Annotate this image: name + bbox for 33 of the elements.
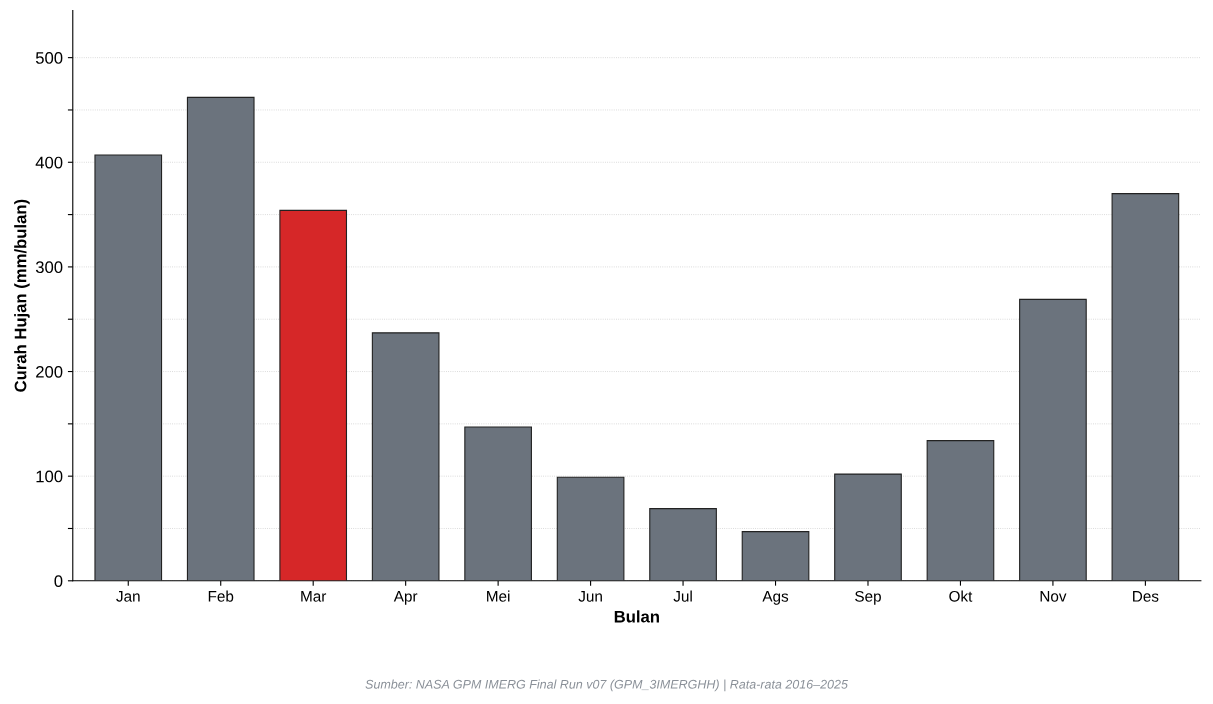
x-tick-label: Mei <box>487 590 510 602</box>
x-tick-label: Jun <box>578 591 602 602</box>
bar <box>94 154 163 581</box>
y-tick-label: 500 <box>35 52 63 64</box>
x-tick-label: Ags <box>762 591 789 605</box>
y-tick-label: 400 <box>35 156 63 169</box>
x-tick-label: Okt <box>949 590 973 602</box>
bar <box>834 473 902 581</box>
bar <box>464 426 532 581</box>
bar <box>1019 298 1087 581</box>
bar <box>556 476 625 581</box>
y-axis-title: Curah Hujan (mm/bulan) <box>14 199 30 392</box>
x-tick-label: Nov <box>1040 591 1067 602</box>
bar <box>186 96 255 581</box>
x-tick-label: Jan <box>116 591 140 602</box>
y-tick-label: 200 <box>36 365 63 378</box>
bar <box>741 531 810 581</box>
bar <box>926 440 995 581</box>
x-tick-label: Mar <box>301 591 327 602</box>
bar <box>649 508 717 581</box>
text: Sumber: NASA GPM IMERG Final Run v07 (GPM_3IMERGHH) | Rata-rata 2016–2025 <box>365 679 848 692</box>
bar <box>279 209 348 581</box>
bar <box>371 332 440 581</box>
x-tick-label: Sep <box>855 590 881 605</box>
y-tick-label: 100 <box>36 470 63 483</box>
x-tick-label: Feb <box>208 590 234 602</box>
x-axis-title: Bulan <box>614 610 659 623</box>
x-tick-label: Apr <box>393 591 418 605</box>
y-tick-label: 0 <box>54 575 63 587</box>
x-tick-label: Jul <box>673 590 692 602</box>
x-tick-label: Des <box>1133 591 1159 602</box>
bar <box>1111 193 1180 581</box>
y-tick-label: 300 <box>35 261 63 274</box>
